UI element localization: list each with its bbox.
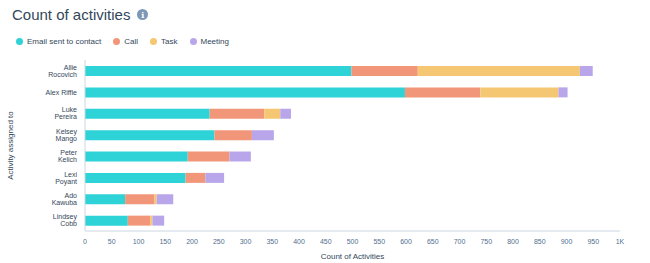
svg-text:650: 650 (427, 238, 439, 245)
svg-text:LindseyCobb: LindseyCobb (53, 213, 78, 227)
svg-text:AllieRocovich: AllieRocovich (48, 64, 77, 78)
svg-text:500: 500 (347, 238, 359, 245)
svg-text:150: 150 (159, 238, 171, 245)
svg-text:850: 850 (534, 238, 546, 245)
html-text:Meeting: Meeting (200, 37, 229, 46)
html-text:Task: Task (161, 37, 178, 46)
html-text:Email sent to contact: Email sent to contact (27, 37, 102, 46)
html-text:Count of activities: Count of activities (12, 6, 131, 23)
svg-text:Alex Riffle: Alex Riffle (46, 89, 77, 96)
svg-text:50: 50 (108, 238, 116, 245)
svg-text:950: 950 (587, 238, 599, 245)
svg-text:1K: 1K (616, 238, 625, 245)
svg-text:Activity assigned to: Activity assigned to (8, 111, 15, 180)
svg-text:750: 750 (480, 238, 492, 245)
svg-text:400: 400 (293, 238, 305, 245)
svg-text:300: 300 (240, 238, 252, 245)
svg-text:900: 900 (561, 238, 573, 245)
svg-text:250: 250 (213, 238, 225, 245)
svg-text:AdoKawuba: AdoKawuba (52, 192, 77, 206)
svg-text:LexiPoyant: LexiPoyant (55, 171, 77, 186)
svg-text:700: 700 (454, 238, 466, 245)
svg-text:PeterKelich: PeterKelich (58, 149, 78, 163)
svg-text:350: 350 (266, 238, 278, 245)
svg-text:200: 200 (186, 238, 198, 245)
svg-text:800: 800 (507, 238, 519, 245)
svg-text:450: 450 (320, 238, 332, 245)
svg-text:Count of Activities: Count of Activities (321, 252, 385, 261)
html-text:Call: Call (124, 37, 138, 46)
svg-text:KelseyMango: KelseyMango (56, 128, 78, 143)
svg-text:550: 550 (373, 238, 385, 245)
html-text:i: i (141, 9, 145, 20)
svg-text:100: 100 (133, 238, 145, 245)
svg-text:0: 0 (83, 238, 87, 245)
svg-text:600: 600 (400, 238, 412, 245)
svg-text:LukePereira: LukePereira (54, 106, 77, 120)
